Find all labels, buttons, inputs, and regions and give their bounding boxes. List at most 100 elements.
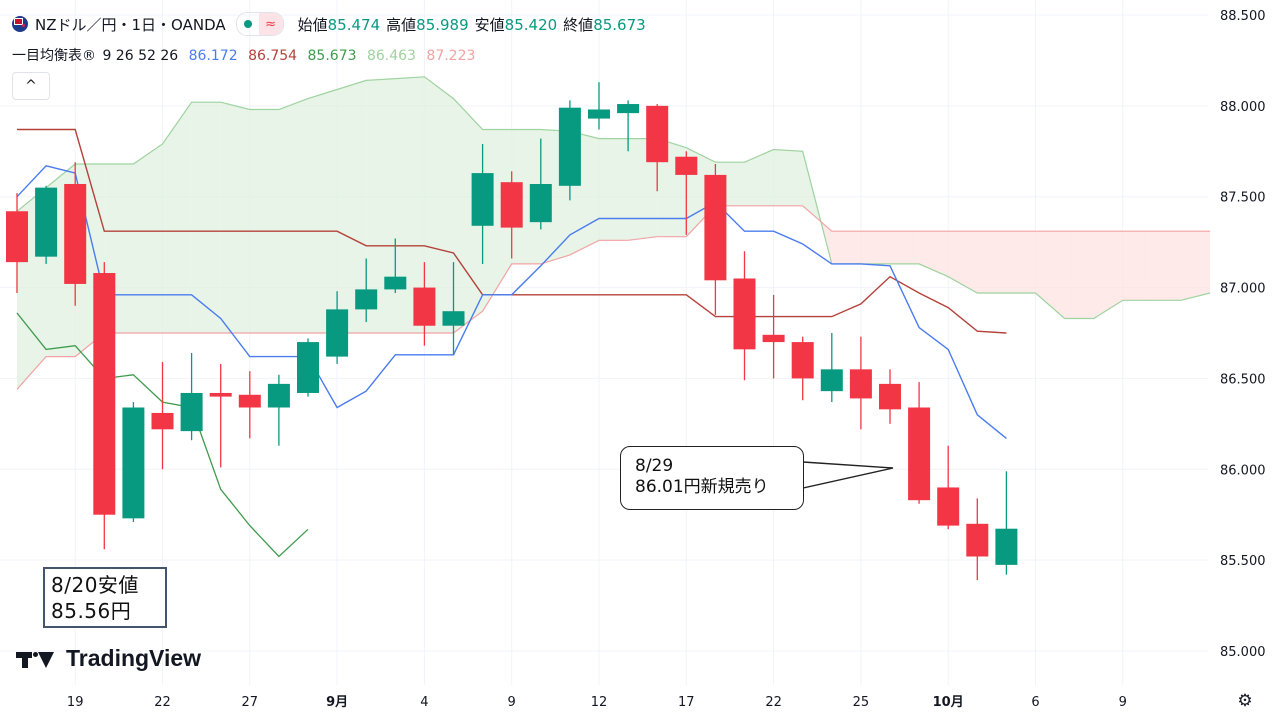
tradingview-logo[interactable]: TradingView (16, 645, 201, 672)
cloud-segment (249, 109, 279, 334)
candle[interactable] (326, 291, 349, 364)
candle[interactable] (6, 193, 28, 294)
candle-body (733, 278, 756, 350)
collapse-legend-button[interactable]: ^ (12, 72, 50, 100)
price-tick-label: 85.500 (1220, 554, 1266, 569)
market-status-badge[interactable]: ≈ (235, 12, 284, 36)
candle[interactable] (209, 363, 232, 468)
cloud-segment (599, 138, 629, 241)
candle[interactable] (529, 138, 552, 230)
settings-gear-icon[interactable]: ⚙ (1237, 691, 1253, 711)
low-callout: 8/20安値 85.56円 (43, 567, 167, 628)
candle-body (937, 487, 960, 526)
time-tick-label: 9 (508, 695, 516, 710)
candle[interactable] (820, 333, 843, 403)
candle[interactable] (791, 336, 814, 401)
candle[interactable] (122, 402, 145, 522)
price-tick-label: 87.500 (1220, 191, 1266, 206)
price-axis[interactable]: 88.500 88.000 87.500 87.000 86.500 86.000 85.5… (1220, 9, 1266, 660)
candle[interactable] (64, 162, 87, 306)
candle[interactable] (704, 164, 727, 315)
cloud-segment (890, 231, 920, 264)
ohlc-open: 始値85.474 (297, 15, 381, 34)
cloud-segment (220, 102, 250, 333)
price-tick-label: 88.500 (1220, 9, 1266, 24)
price-tick-label: 85.000 (1220, 645, 1266, 660)
candle-body (471, 173, 494, 226)
cloud-segment (773, 149, 803, 206)
candle-body (326, 309, 349, 357)
candle-body (122, 407, 145, 519)
candle[interactable] (908, 382, 931, 504)
candle-body (413, 287, 436, 326)
candle[interactable] (995, 471, 1018, 575)
time-tick-label: 19 (67, 695, 84, 710)
indicator-legend[interactable]: 一目均衡表® 9 26 52 26 86.172 86.754 85.673 8… (12, 45, 481, 65)
candles[interactable] (6, 82, 1018, 581)
candle[interactable] (151, 362, 174, 470)
time-tick-label: 17 (678, 695, 695, 710)
candle-body (820, 369, 843, 392)
cloud-segment (628, 138, 658, 241)
candle-body (64, 183, 87, 284)
indicator-name: 一目均衡表® (12, 48, 96, 64)
grid-lines (0, 0, 1208, 685)
candle[interactable] (500, 171, 523, 259)
time-axis[interactable]: 19 22 27 9月 4 9 12 17 22 25 10月 6 9 (67, 695, 1127, 710)
candle[interactable] (267, 374, 290, 446)
time-tick-label: 27 (242, 695, 259, 710)
candle-body (500, 182, 523, 228)
candle-body (442, 311, 465, 326)
cloud-segment (1064, 231, 1094, 319)
candle[interactable] (384, 238, 407, 294)
candle[interactable] (238, 371, 261, 439)
candle[interactable] (849, 336, 872, 430)
candle[interactable] (937, 445, 960, 530)
candle[interactable] (675, 151, 698, 235)
tradingview-logo-text: TradingView (66, 645, 202, 671)
candle-body (646, 105, 669, 163)
cloud-segment (744, 149, 774, 206)
candle-body (384, 276, 407, 290)
candle-body (529, 183, 552, 223)
candle[interactable] (297, 338, 319, 397)
senkou-b-value: 87.223 (426, 48, 476, 64)
candle[interactable] (413, 262, 436, 346)
kijun-value: 86.754 (248, 48, 298, 64)
candle[interactable] (355, 258, 378, 323)
candle[interactable] (646, 104, 669, 192)
low-price: 85.56円 (51, 599, 132, 623)
ohlc-low: 安値85.420 (474, 15, 558, 34)
candle-body (267, 383, 290, 408)
candle[interactable] (93, 262, 116, 550)
candle[interactable] (442, 262, 465, 355)
tenkan-sen-line (16, 165, 1007, 439)
symbol-title[interactable]: NZドル／円・1日・OANDA (35, 15, 226, 34)
cloud-segment (919, 231, 949, 277)
tradingview-logo-icon (16, 649, 56, 669)
cloud-segment (1006, 231, 1036, 294)
candle[interactable] (762, 294, 785, 379)
candle[interactable] (35, 185, 58, 264)
senkou-span-a-line (16, 76, 1211, 320)
candle[interactable] (471, 144, 494, 264)
candle[interactable] (617, 100, 640, 152)
candle[interactable] (588, 82, 610, 130)
candle[interactable] (879, 369, 901, 424)
price-tick-label: 86.500 (1220, 372, 1266, 387)
candle-body (6, 211, 28, 263)
cloud-segment (278, 98, 308, 334)
time-tick-label: 6 (1031, 695, 1039, 710)
candle[interactable] (558, 100, 581, 201)
cloud-segment (395, 76, 425, 333)
time-tick-label: 10月 (933, 695, 964, 710)
cloud-segment (977, 231, 1007, 294)
time-tick-label: 12 (591, 695, 608, 710)
cloud-segment (1181, 231, 1211, 301)
candle[interactable] (733, 251, 756, 381)
candle[interactable] (180, 352, 203, 441)
candle-body (238, 394, 261, 408)
ichimoku-cloud (17, 76, 1211, 390)
candle[interactable] (966, 498, 989, 581)
